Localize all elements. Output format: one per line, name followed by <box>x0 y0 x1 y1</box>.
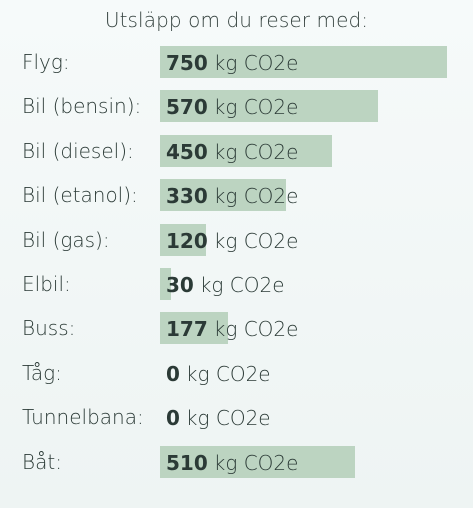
bar <box>160 312 228 345</box>
data-label-unit: kg CO2e <box>213 95 299 120</box>
data-label-value: 0 <box>166 361 180 386</box>
data-label-value: 510 <box>166 450 208 475</box>
data-label-unit: kg CO2e <box>213 184 299 209</box>
data-label: 330 kg CO2e <box>166 179 298 211</box>
category-label: Buss: <box>22 316 76 341</box>
data-label-value: 120 <box>166 228 208 253</box>
bar <box>160 46 447 78</box>
bar-row: Bil (bensin): 570 kg CO2e <box>0 88 473 132</box>
bar-track: 750 kg CO2e <box>160 46 447 78</box>
data-label-unit: kg CO2e <box>199 272 285 297</box>
category-label: Bil (bensin): <box>22 94 142 119</box>
data-label: 570 kg CO2e <box>166 90 298 122</box>
category-label: Elbil: <box>22 271 71 296</box>
category-label: Bil (gas): <box>22 227 110 252</box>
bar <box>160 445 356 478</box>
data-label-value: 450 <box>166 139 208 164</box>
data-label-value: 0 <box>166 406 180 431</box>
data-label: 750 kg CO2e <box>166 46 298 78</box>
bar-track: 570 kg CO2e <box>160 90 447 123</box>
bar-track: 120 kg CO2e <box>160 223 447 256</box>
data-label: 120 kg CO2e <box>166 224 298 256</box>
data-label-unit: kg CO2e <box>185 406 271 431</box>
bar-row: Tunnelbana: 0 kg CO2e <box>0 399 473 443</box>
data-label: 0 kg CO2e <box>166 357 271 389</box>
bar-row: Buss: 177 kg CO2e <box>0 310 473 354</box>
data-label-unit: kg CO2e <box>213 317 299 342</box>
category-label: Bil (etanol): <box>22 183 138 208</box>
bar-track: 30 kg CO2e <box>160 267 447 300</box>
data-label-unit: kg CO2e <box>213 228 299 253</box>
category-label: Båt: <box>22 449 62 474</box>
bar-row: Flyg: 750 kg CO2e <box>0 44 473 88</box>
data-label-unit: kg CO2e <box>213 139 299 164</box>
data-label: 450 kg CO2e <box>166 135 298 167</box>
data-label: 177 kg CO2e <box>166 312 298 344</box>
bar-row: Bil (diesel): 450 kg CO2e <box>0 133 473 177</box>
data-label: 0 kg CO2e <box>166 401 271 433</box>
data-label-value: 330 <box>166 184 208 209</box>
bar-row: Bil (etanol): 330 kg CO2e <box>0 177 473 221</box>
bar-track: 450 kg CO2e <box>160 134 447 167</box>
bar <box>160 223 206 256</box>
data-label-unit: kg CO2e <box>213 51 299 75</box>
category-label: Flyg: <box>22 50 70 74</box>
data-label-value: 30 <box>166 272 194 297</box>
bar-track: 510 kg CO2e <box>160 445 447 478</box>
bar-row: Bil (gas): 120 kg CO2e <box>0 222 473 266</box>
bar-row: Elbil: 30 kg CO2e <box>0 266 473 310</box>
data-label: 30 kg CO2e <box>166 268 285 300</box>
data-label-unit: kg CO2e <box>185 361 271 386</box>
bar-rows: Flyg: 750 kg CO2e Bil (bensin): 570 kg CO2e Bi… <box>0 44 473 488</box>
bar <box>160 267 172 300</box>
bar-track: 0 kg CO2e <box>160 401 447 433</box>
bar-track: 0 kg CO2e <box>160 357 447 389</box>
data-label-value: 750 <box>166 51 208 75</box>
data-label-value: 177 <box>166 317 208 342</box>
bar-track: 330 kg CO2e <box>160 179 447 212</box>
bar-track: 177 kg CO2e <box>160 312 447 345</box>
bar <box>160 90 379 123</box>
chart-title: Utsläpp om du reser med: <box>104 8 369 32</box>
bar <box>160 134 333 167</box>
bar <box>160 179 287 212</box>
category-label: Tunnelbana: <box>22 405 144 430</box>
data-label-value: 570 <box>166 95 208 120</box>
data-label: 510 kg CO2e <box>166 446 298 478</box>
category-label: Tåg: <box>22 360 62 385</box>
category-label: Bil (diesel): <box>22 138 134 163</box>
bar-row: Tåg: 0 kg CO2e <box>0 355 473 399</box>
bar-row: Båt: 510 kg CO2e <box>0 444 473 488</box>
data-label-unit: kg CO2e <box>213 450 299 475</box>
